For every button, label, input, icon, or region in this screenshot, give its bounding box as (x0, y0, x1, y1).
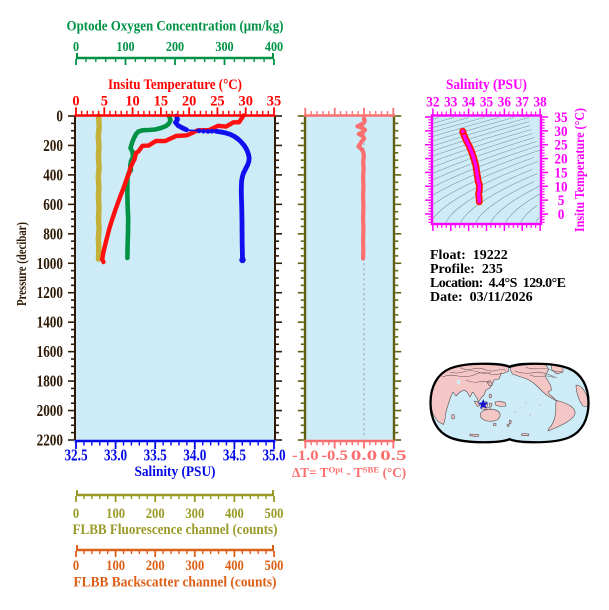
svg-text:400: 400 (225, 506, 244, 522)
svg-text:0.0: 0.0 (351, 448, 378, 464)
svg-text:FLBB Backscatter channel (coun: FLBB Backscatter channel (counts) (74, 575, 277, 591)
svg-text:200: 200 (146, 558, 165, 574)
svg-text:400: 400 (43, 165, 63, 184)
svg-text:5: 5 (101, 94, 108, 110)
svg-text:600: 600 (43, 195, 63, 214)
svg-text:-0.5: -0.5 (321, 448, 348, 464)
svg-text:15: 15 (554, 165, 567, 181)
svg-text:1000: 1000 (37, 254, 63, 273)
svg-text:20: 20 (182, 94, 196, 110)
svg-text:34.0: 34.0 (183, 446, 206, 465)
svg-text:1400: 1400 (37, 313, 63, 332)
svg-text:300: 300 (185, 558, 204, 574)
svg-text:25: 25 (210, 94, 224, 110)
svg-text:100: 100 (116, 39, 135, 54)
svg-text:35: 35 (480, 95, 493, 111)
svg-text:1200: 1200 (37, 283, 63, 302)
svg-text:200: 200 (166, 39, 185, 54)
svg-text:-1.0: -1.0 (292, 448, 319, 464)
svg-text:FLBB Fluorescence channel (cou: FLBB Fluorescence channel (counts) (73, 522, 278, 538)
svg-text:2200: 2200 (37, 431, 63, 450)
svg-text:0: 0 (73, 39, 79, 54)
svg-text:400: 400 (265, 39, 284, 54)
svg-text:10: 10 (554, 179, 567, 195)
svg-text:1600: 1600 (37, 342, 63, 361)
svg-text:300: 300 (215, 39, 234, 54)
svg-text:ΔT= TOpt - TSBE (°C): ΔT= TOpt - TSBE (°C) (292, 465, 406, 481)
svg-text:100: 100 (106, 558, 125, 574)
svg-text:35: 35 (267, 94, 281, 110)
svg-text:500: 500 (265, 506, 284, 522)
svg-text:30: 30 (239, 94, 253, 110)
svg-text:38: 38 (534, 95, 547, 111)
svg-text:800: 800 (43, 224, 63, 243)
svg-text:Float: 19222: Float: 19222 (430, 248, 508, 263)
svg-text:0: 0 (56, 107, 63, 126)
svg-text:5: 5 (558, 193, 565, 209)
svg-text:1800: 1800 (37, 372, 63, 391)
svg-text:Pressure (decibar): Pressure (decibar) (15, 222, 30, 306)
svg-text:200: 200 (146, 506, 165, 522)
svg-text:Profile: 235: Profile: 235 (430, 262, 503, 277)
svg-text:33.0: 33.0 (104, 446, 127, 465)
svg-text:Optode Oxygen Concentration (μ: Optode Oxygen Concentration (μm/kg) (67, 19, 284, 35)
svg-text:Date: 03/11/2026: Date: 03/11/2026 (430, 290, 533, 305)
svg-text:33: 33 (444, 95, 457, 111)
svg-text:25: 25 (554, 138, 567, 154)
svg-text:100: 100 (106, 506, 125, 522)
svg-text:32: 32 (426, 95, 439, 111)
svg-text:0: 0 (558, 207, 565, 223)
svg-text:400: 400 (225, 558, 244, 574)
svg-text:32.5: 32.5 (64, 446, 87, 465)
svg-text:33.5: 33.5 (144, 446, 167, 465)
svg-text:300: 300 (185, 506, 204, 522)
svg-text:34.5: 34.5 (223, 446, 246, 465)
svg-text:35.0: 35.0 (262, 446, 285, 465)
svg-text:Salinity (PSU): Salinity (PSU) (446, 77, 527, 93)
svg-text:15: 15 (154, 94, 168, 110)
svg-text:34: 34 (462, 95, 476, 111)
svg-text:0.5: 0.5 (380, 448, 407, 464)
svg-text:0: 0 (72, 94, 79, 110)
svg-text:37: 37 (516, 95, 530, 111)
svg-text:35: 35 (554, 110, 567, 126)
svg-text:0: 0 (73, 506, 79, 522)
svg-text:20: 20 (554, 152, 567, 168)
svg-text:Insitu Temperature (°C): Insitu Temperature (°C) (108, 77, 242, 93)
svg-text:500: 500 (265, 558, 284, 574)
svg-text:200: 200 (43, 136, 63, 155)
svg-text:Insitu Temperature (°C): Insitu Temperature (°C) (573, 108, 588, 232)
svg-text:0: 0 (73, 558, 79, 574)
svg-text:Salinity (PSU): Salinity (PSU) (135, 464, 216, 480)
svg-text:2000: 2000 (37, 401, 63, 420)
svg-text:10: 10 (125, 94, 139, 110)
svg-text:Location: 4.4°S 129.0°E: Location: 4.4°S 129.0°E (430, 276, 566, 291)
svg-text:30: 30 (554, 124, 567, 140)
svg-text:36: 36 (498, 95, 512, 111)
